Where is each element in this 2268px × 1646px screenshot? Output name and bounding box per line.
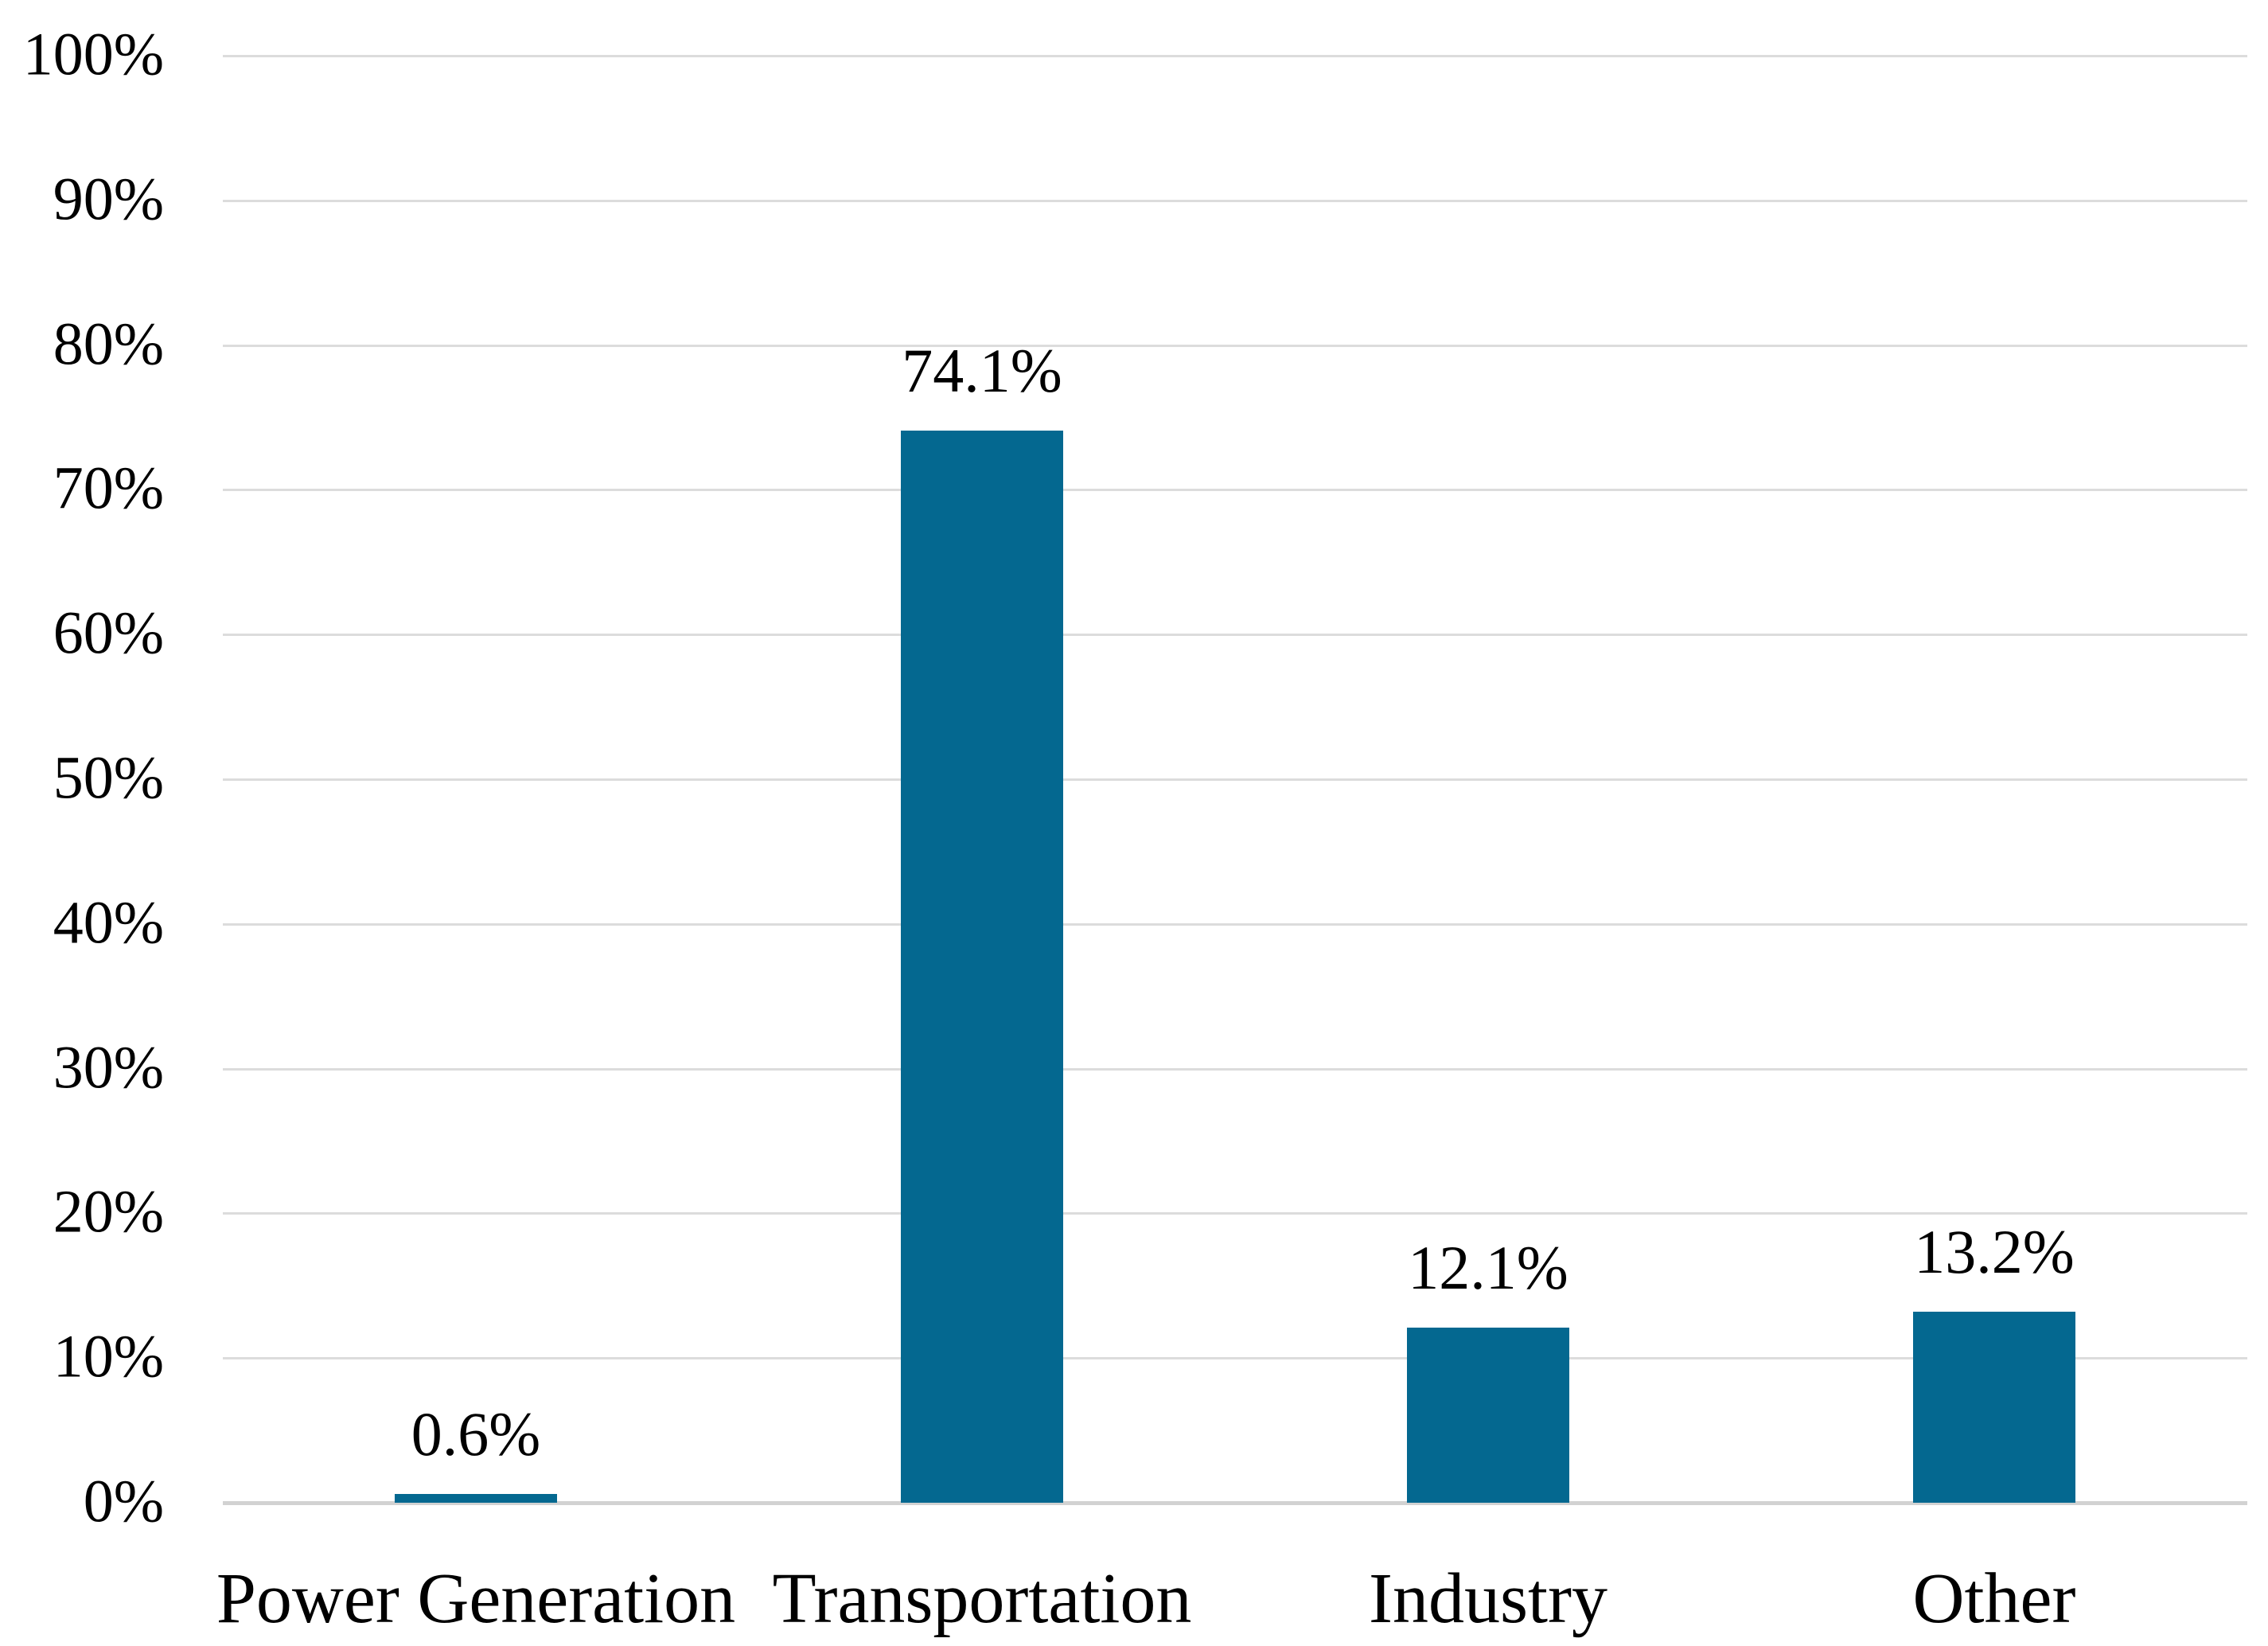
bar-value-label: 74.1% <box>902 336 1062 405</box>
gridline <box>223 489 2247 491</box>
category-label: Transportation <box>772 1559 1192 1638</box>
bar-value-label: 12.1% <box>1408 1233 1569 1302</box>
plot-area: 0.6% 74.1% 12.1% 13.2% <box>223 55 2247 1505</box>
bar-transportation <box>901 431 1063 1503</box>
gridline <box>223 1357 2247 1359</box>
y-tick-label: 40% <box>53 889 164 957</box>
bar-other <box>1913 1312 2075 1503</box>
category-label: Power Generation <box>216 1559 736 1638</box>
gridline <box>223 55 2247 57</box>
y-tick-label: 70% <box>53 454 164 522</box>
gridline <box>223 1068 2247 1071</box>
bar-power-generation <box>395 1494 557 1503</box>
y-tick-label: 100% <box>22 21 164 88</box>
category-label: Other <box>1912 1559 2076 1638</box>
bar-value-label: 0.6% <box>411 1399 541 1469</box>
gridline <box>223 1212 2247 1215</box>
y-tick-label: 30% <box>53 1034 164 1102</box>
y-tick-label: 80% <box>53 310 164 378</box>
x-axis-baseline <box>223 1501 2247 1505</box>
gridline <box>223 923 2247 926</box>
category-label: Industry <box>1369 1559 1607 1638</box>
y-tick-label: 0% <box>83 1468 164 1535</box>
gridline <box>223 200 2247 202</box>
y-tick-label: 10% <box>53 1323 164 1391</box>
y-tick-label: 60% <box>53 599 164 667</box>
y-tick-label: 50% <box>53 744 164 812</box>
gridline <box>223 345 2247 347</box>
y-tick-label: 20% <box>53 1178 164 1246</box>
y-axis: 0% 10% 20% 30% 40% 50% 60% 70% 80% 90% 100% <box>0 24 164 1531</box>
gridline <box>223 634 2247 636</box>
y-tick-label: 90% <box>53 166 164 233</box>
bar-value-label: 13.2% <box>1914 1217 2075 1286</box>
gridline <box>223 778 2247 781</box>
x-axis: Power Generation Transportation Industry Ot… <box>216 1559 2247 1646</box>
bar-industry <box>1407 1328 1569 1503</box>
